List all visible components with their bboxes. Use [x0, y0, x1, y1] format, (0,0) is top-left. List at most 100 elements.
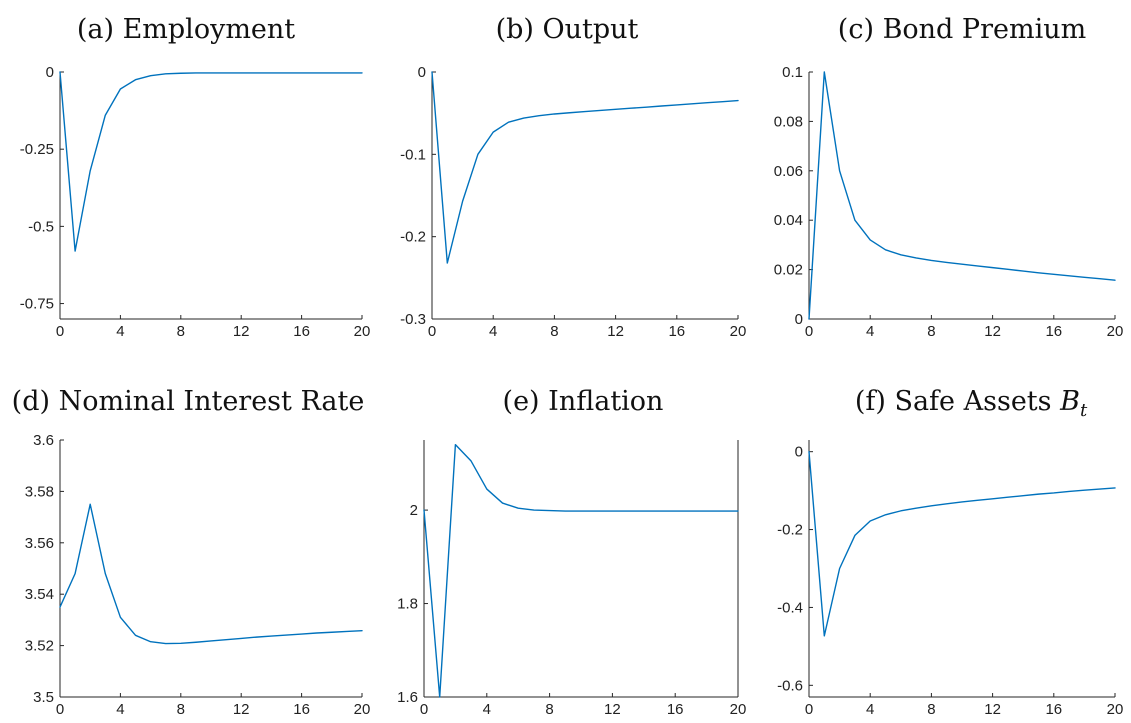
data-point: [523, 117, 525, 119]
y-tick-label: 0.04: [774, 212, 803, 229]
data-point: [316, 72, 318, 74]
panel-inflation: (e) Inflation 0 4 8 12 16 20 1.6 1.8 2: [397, 386, 746, 718]
data-point: [1022, 270, 1024, 272]
data-point: [486, 488, 488, 490]
series-line: [59, 71, 363, 252]
data-point: [690, 510, 692, 512]
data-point: [931, 505, 933, 507]
data-point: [331, 631, 333, 633]
data-point: [150, 75, 152, 77]
data-point: [900, 254, 902, 256]
data-point: [854, 535, 856, 537]
panel-title: (d) Nominal Interest Rate: [12, 386, 365, 417]
title-math-symbol: B: [1059, 386, 1080, 417]
panel-title: (f) Safe Assets Bt: [855, 386, 1088, 421]
x-tick-label: 16: [293, 323, 310, 340]
y-tick-label: 1.6: [397, 689, 418, 706]
x-tick-label: 0: [805, 323, 813, 340]
x-tick-label: 20: [354, 701, 371, 718]
y-tick-label: 0: [795, 444, 803, 461]
series-line: [59, 503, 363, 645]
data-point: [165, 643, 167, 645]
data-point: [316, 632, 318, 634]
x-tick-label: 12: [233, 323, 250, 340]
x-tick-label: 0: [420, 701, 428, 718]
data-point: [1068, 275, 1070, 277]
y-tick-label: 0: [46, 64, 54, 81]
data-point: [580, 510, 582, 512]
y-tick-label: 3.6: [33, 432, 54, 449]
data-point: [89, 170, 91, 172]
data-point: [180, 72, 182, 74]
x-tick-label: 8: [550, 323, 558, 340]
panel-safe-assets: (f) Safe Assets Bt 0 4 8 12 16 20 -0.6 -0.4 -0.2 0: [777, 386, 1123, 718]
data-point: [885, 249, 887, 251]
data-point: [470, 460, 472, 462]
data-point: [180, 642, 182, 644]
data-point: [150, 641, 152, 643]
data-point: [992, 498, 994, 500]
panel-nominal-interest-rate: (d) Nominal Interest Rate 0 4 8 12 16 20 3.5 3.5…: [12, 386, 371, 718]
data-point: [517, 507, 519, 509]
data-point: [676, 104, 678, 106]
data-point: [1068, 491, 1070, 493]
y-tick-label: 3.58: [25, 483, 54, 500]
x-tick-label: 16: [668, 323, 685, 340]
data-point: [1038, 272, 1040, 274]
x-tick-label: 8: [927, 701, 935, 718]
y-tick-label: -0.75: [20, 296, 54, 313]
x-tick-label: 0: [428, 323, 436, 340]
data-point: [195, 641, 197, 643]
panel-bond-premium: (c) Bond Premium 0 4 8 12 16 20 0 0.02 0.04 0.06 0.…: [774, 14, 1124, 340]
data-point: [1007, 496, 1009, 498]
data-point: [1007, 269, 1009, 271]
y-tick-label: 3.5: [33, 689, 54, 706]
data-point: [105, 114, 107, 116]
data-point: [210, 640, 212, 642]
data-point: [596, 510, 598, 512]
data-point: [992, 267, 994, 269]
y-tick-label: 0.1: [782, 64, 803, 81]
x-tick-label: 20: [1107, 323, 1124, 340]
data-point: [301, 72, 303, 74]
data-point: [612, 510, 614, 512]
x-tick-label: 0: [56, 323, 64, 340]
x-tick-label: 20: [1107, 701, 1124, 718]
data-point: [615, 109, 617, 111]
data-point: [74, 250, 76, 252]
data-point: [120, 617, 122, 619]
y-tick-label: 3.56: [25, 535, 54, 552]
data-point: [89, 503, 91, 505]
data-point: [977, 500, 979, 502]
series-line: [808, 71, 1116, 320]
data-point: [643, 510, 645, 512]
y-tick-label: 0.06: [774, 163, 803, 180]
data-point: [627, 510, 629, 512]
y-tick-label: -0.5: [28, 218, 54, 235]
data-point: [854, 219, 856, 221]
data-point: [869, 239, 871, 241]
x-tick-label: 12: [607, 323, 624, 340]
x-tick-label: 4: [489, 323, 497, 340]
y-tick-label: 0.02: [774, 262, 803, 279]
y-tick-label: 0.08: [774, 113, 803, 130]
data-point: [569, 112, 571, 114]
data-point: [1099, 488, 1101, 490]
data-point: [240, 72, 242, 74]
x-tick-label: 20: [730, 701, 747, 718]
x-tick-label: 4: [866, 701, 874, 718]
panel-title: (e) Inflation: [503, 386, 664, 417]
x-tick-label: 0: [56, 701, 64, 718]
data-point: [301, 633, 303, 635]
panel-output: (b) Output 0 4 8 12 16 20 -0.3 -0.2 -0.1 0: [400, 14, 746, 340]
y-tick-label: -0.2: [400, 229, 426, 246]
data-point: [1084, 489, 1086, 491]
panel-title: (c) Bond Premium: [838, 14, 1086, 45]
data-point: [286, 634, 288, 636]
data-point: [707, 102, 709, 104]
x-tick-label: 4: [483, 701, 491, 718]
series-line: [808, 450, 1116, 637]
data-point: [946, 262, 948, 264]
data-point: [533, 509, 535, 511]
data-point: [271, 635, 273, 637]
